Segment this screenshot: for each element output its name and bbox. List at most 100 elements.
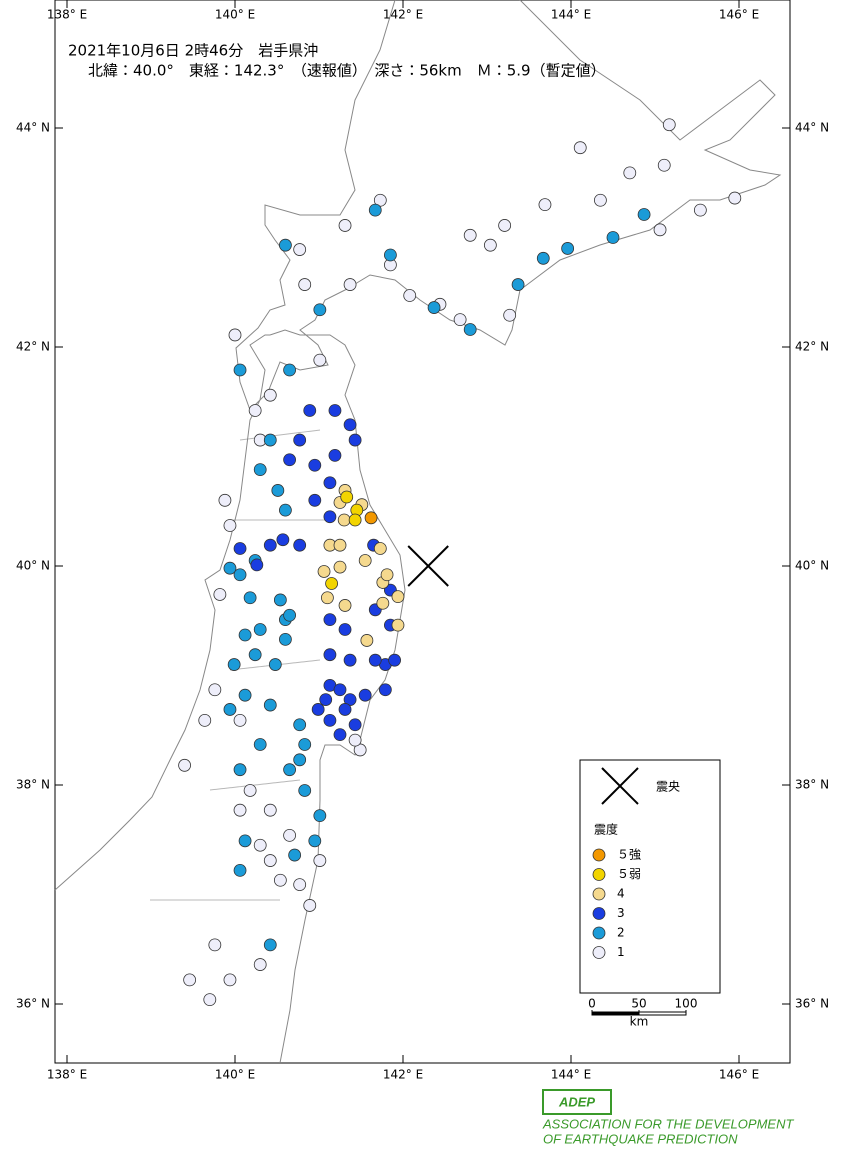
station [283, 828, 297, 842]
station [283, 763, 297, 777]
station [273, 593, 287, 607]
lat-tick-label: 38° N [16, 778, 50, 792]
station [283, 453, 297, 467]
station [293, 538, 307, 552]
station [308, 458, 322, 472]
title-line-1: 2021年10月6日 2時46分 岩手県沖 [68, 42, 318, 60]
station [198, 713, 212, 727]
station [233, 363, 247, 377]
station [561, 242, 575, 255]
legend-label: ５強 [617, 848, 641, 862]
station [380, 568, 394, 582]
station [623, 166, 637, 180]
station [360, 634, 374, 647]
lon-tick-label: 140° E [215, 1068, 255, 1082]
lon-tick-label: 138° E [47, 8, 87, 22]
station [483, 238, 497, 252]
lon-tick-label: 146° E [719, 1068, 759, 1082]
station [373, 542, 387, 555]
logo: ADEP ASSOCIATION FOR THE DEVELOPMENT OF … [542, 1089, 794, 1146]
station [233, 803, 247, 817]
station [238, 628, 252, 642]
station [333, 538, 347, 552]
station [693, 203, 707, 217]
station [243, 591, 257, 605]
station [325, 577, 339, 590]
station [293, 753, 307, 767]
lat-tick-label: 36° N [795, 997, 829, 1011]
station [594, 193, 607, 207]
station [343, 653, 357, 667]
station [233, 713, 247, 727]
station [223, 519, 237, 532]
station [183, 973, 197, 987]
title-line-2: 北緯：40.0° 東経：142.3° （速報値） 深さ：56km Ｍ：5.9（暫… [88, 62, 606, 80]
station [308, 834, 322, 848]
station [323, 613, 337, 627]
lon-tick-label: 142° E [383, 8, 423, 22]
station [223, 973, 237, 987]
lat-tick-label: 40° N [795, 559, 829, 573]
station [298, 738, 312, 751]
station [403, 289, 417, 302]
lon-tick-label: 138° E [47, 1068, 87, 1082]
lat-tick-label: 42° N [795, 340, 829, 354]
lon-tick-label: 144° E [551, 1068, 591, 1082]
station [337, 513, 351, 527]
legend-intensity-title: 震度 [594, 823, 618, 837]
legend-label: 4 [617, 887, 625, 901]
logo-mark: ADEP [558, 1094, 595, 1109]
station [298, 278, 312, 291]
station [319, 693, 333, 706]
scale-bar-fill [592, 1012, 639, 1015]
station [333, 728, 347, 742]
station [228, 328, 242, 342]
station [323, 713, 337, 727]
lon-tick-label: 144° E [551, 8, 591, 22]
legend-swatch [592, 907, 606, 920]
epicenter [407, 545, 449, 587]
station [311, 703, 325, 716]
lat-tick-label: 44° N [795, 121, 829, 135]
station [391, 618, 405, 632]
station [227, 658, 241, 671]
legend-items: ５強 ５弱 4 3 2 1 [592, 848, 641, 959]
station [278, 632, 292, 646]
station [248, 648, 262, 662]
station [348, 433, 362, 447]
station [308, 493, 322, 507]
station [293, 878, 307, 892]
station [213, 588, 227, 601]
station [388, 653, 402, 667]
station [233, 568, 247, 582]
station [323, 476, 337, 490]
station [263, 388, 277, 402]
station [203, 993, 217, 1007]
station [463, 228, 477, 242]
station [273, 873, 287, 887]
station [536, 251, 550, 265]
station [233, 542, 247, 555]
scale-unit: km [630, 1015, 649, 1029]
legend-swatch [592, 946, 606, 959]
station [223, 561, 237, 575]
station [323, 510, 337, 524]
station [253, 738, 267, 751]
lat-tick-label: 42° N [16, 340, 50, 354]
honshu-coast [269, 329, 406, 1064]
station [250, 558, 264, 572]
station [253, 958, 267, 971]
lat-tick-label: 44° N [16, 121, 50, 135]
station [263, 538, 277, 552]
station [653, 223, 667, 237]
station [233, 864, 247, 877]
honshu-west-coast [54, 334, 270, 891]
station [511, 278, 525, 291]
station [427, 301, 441, 314]
station [283, 608, 297, 622]
station [453, 313, 467, 327]
station [313, 854, 327, 867]
legend-swatch [592, 848, 606, 862]
